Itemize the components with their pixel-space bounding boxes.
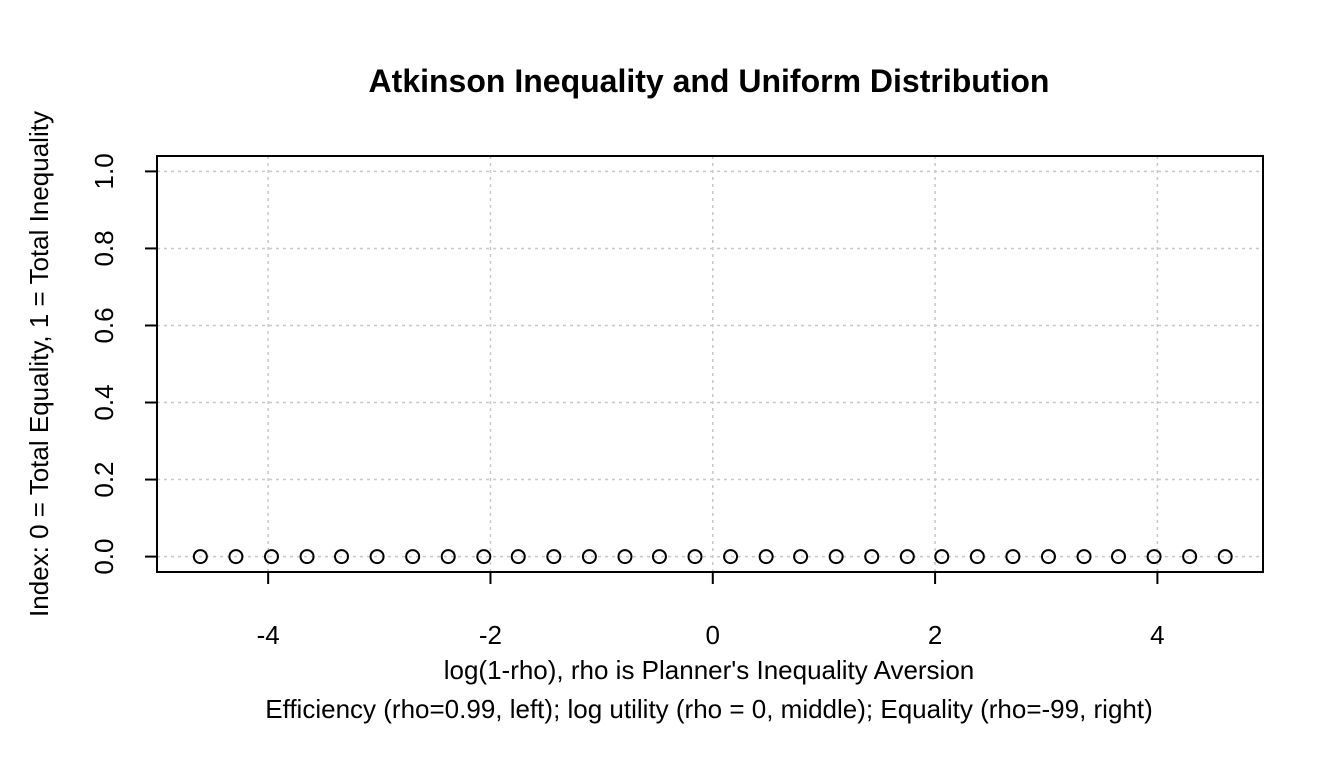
data-point (1005, 549, 1021, 565)
y-tick-label: 0.0 (89, 539, 119, 575)
data-point (546, 549, 562, 565)
grid (157, 156, 1263, 572)
data-point (793, 549, 809, 565)
data-point (510, 549, 526, 565)
data-point (228, 549, 244, 565)
data-point (440, 549, 456, 565)
data-point (758, 549, 774, 565)
data-point (969, 549, 985, 565)
data-point (864, 549, 880, 565)
x-tick-label: 2 (928, 620, 942, 650)
data-point (1217, 549, 1233, 565)
data-point (899, 549, 915, 565)
data-point (334, 549, 350, 565)
data-point (1110, 549, 1126, 565)
data-point (581, 549, 597, 565)
x-axis-sublabel: Efficiency (rho=0.99, left); log utility… (265, 694, 1153, 724)
y-tick-label: 0.6 (89, 307, 119, 343)
x-tick-label: -4 (257, 620, 280, 650)
data-point (723, 549, 739, 565)
data-point (617, 549, 633, 565)
x-tick-label: 0 (706, 620, 720, 650)
chart-title: Atkinson Inequality and Uniform Distribu… (369, 63, 1050, 99)
plot-frame (156, 155, 1264, 573)
y-tick-label: 1.0 (89, 153, 119, 189)
data-point (405, 549, 421, 565)
data-point (1040, 549, 1056, 565)
x-axis: -4 -2 0 2 4 (257, 572, 1165, 650)
data-point (192, 549, 208, 565)
data-point (651, 549, 667, 565)
x-axis-label: log(1-rho), rho is Planner's Inequality … (444, 655, 975, 685)
data-point (476, 549, 492, 565)
data-point (828, 549, 844, 565)
y-tick-label: 0.8 (89, 230, 119, 266)
x-tick-label: 4 (1150, 620, 1164, 650)
y-tick-label: 0.4 (89, 384, 119, 420)
data-point (1182, 549, 1198, 565)
data-point (263, 549, 279, 565)
y-tick-label: 0.2 (89, 461, 119, 497)
data-point (299, 549, 315, 565)
y-axis-label: Index: 0 = Total Equality, 1 = Total Ine… (24, 111, 54, 617)
data-point (934, 549, 950, 565)
x-tick-label: -2 (479, 620, 502, 650)
y-axis: 0.0 0.2 0.4 0.6 0.8 1.0 (89, 153, 157, 575)
data-point (1146, 549, 1162, 565)
data-point (687, 549, 703, 565)
data-point (369, 549, 385, 565)
data-point (1076, 549, 1092, 565)
data-points (192, 549, 1233, 565)
